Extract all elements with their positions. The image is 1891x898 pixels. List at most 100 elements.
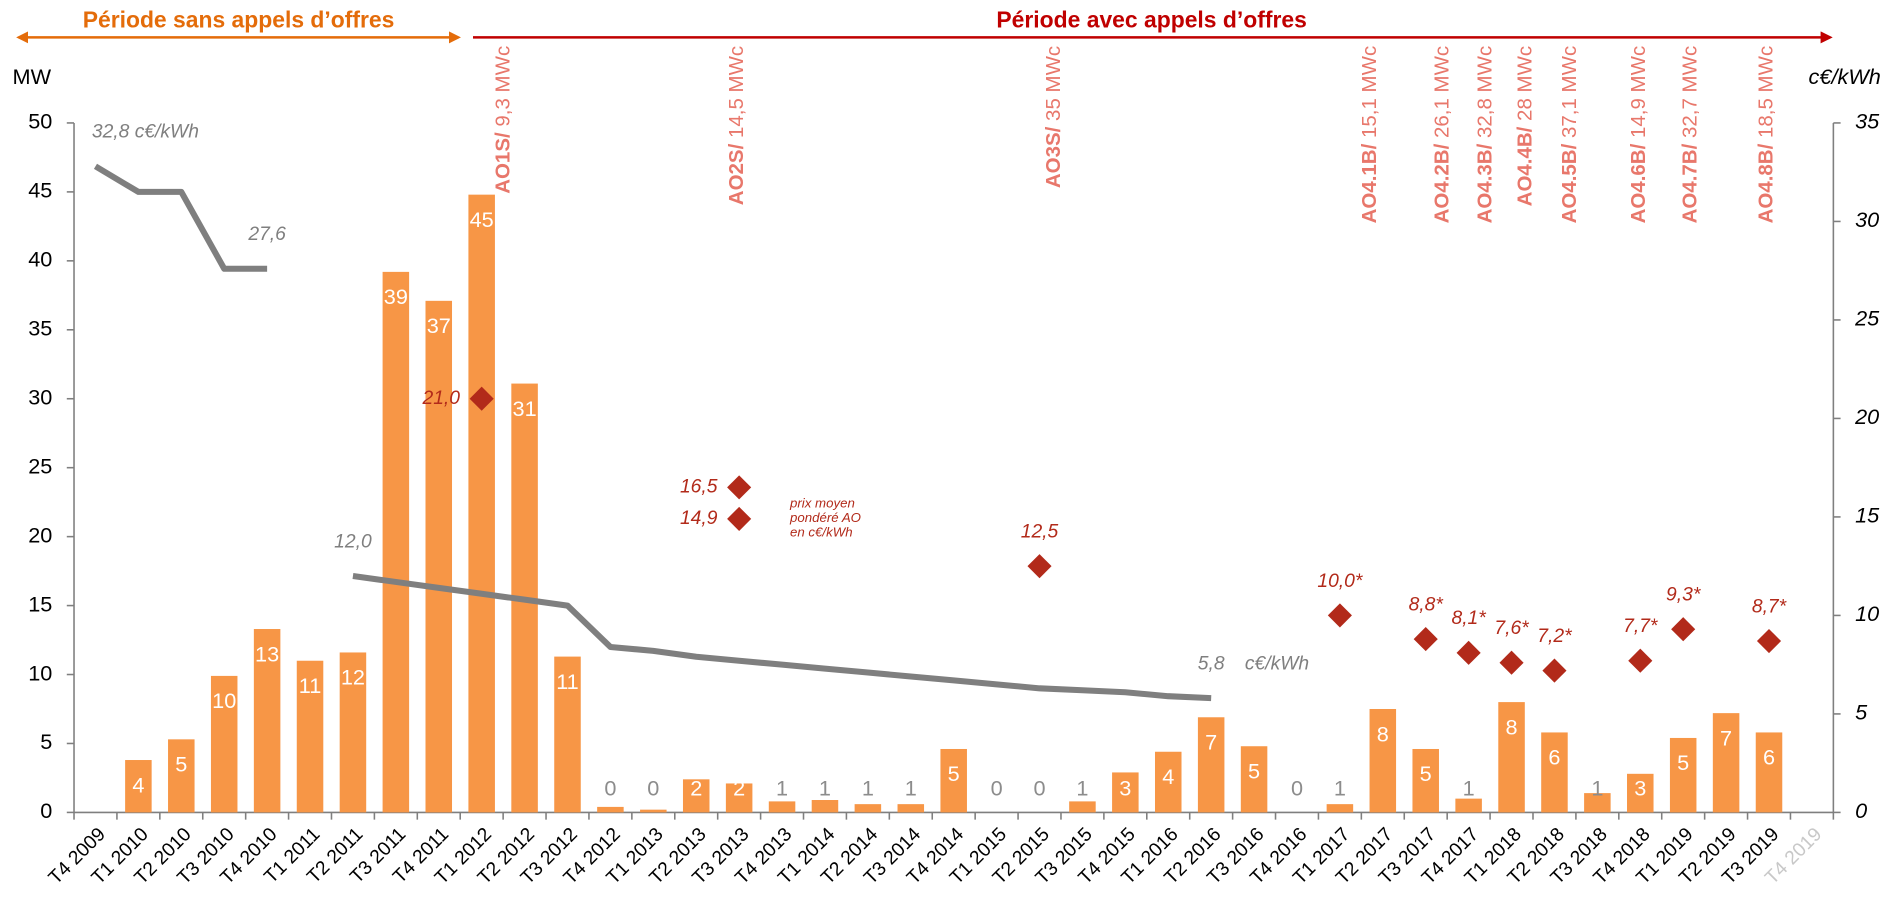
- tender-name: AO1S/: [492, 132, 515, 194]
- bar-value-label: 5: [1248, 758, 1260, 783]
- price-label: 7,7*: [1623, 616, 1659, 637]
- y-tick-label: 0: [40, 798, 52, 823]
- bar: [1669, 737, 1697, 813]
- tender-label: AO4.3B/ 32,8 MWc: [1474, 46, 1497, 224]
- y-tick-label: 25: [28, 453, 52, 478]
- bar-value-label: 0: [604, 775, 616, 800]
- price-diamond: [1027, 554, 1052, 579]
- tender-label: AO4.7B/ 32,7 MWc: [1679, 46, 1702, 224]
- tariff-label: 32,8 c€/kWh: [92, 122, 199, 143]
- bar: [1584, 793, 1611, 813]
- bar-value-label: 31: [513, 396, 537, 421]
- bar-value-label: 0: [1291, 775, 1303, 800]
- bar-value-label: 8: [1377, 721, 1389, 746]
- bar: [468, 194, 495, 813]
- tariff-label: 5,8: [1198, 654, 1225, 675]
- bar: [682, 779, 710, 813]
- price-diamond: [1413, 627, 1438, 652]
- bar-value-label: 7: [1720, 725, 1732, 750]
- price-diamond: [1327, 603, 1352, 628]
- bar: [168, 739, 195, 813]
- bar: [253, 629, 281, 813]
- y-tick-label: 10: [28, 660, 52, 685]
- price-diamond: [1542, 658, 1567, 683]
- tender-name: AO4.3B/: [1474, 143, 1497, 223]
- bar-value-label: 6: [1548, 745, 1560, 770]
- y-tick-label: 35: [28, 316, 52, 341]
- bar: [1755, 732, 1783, 813]
- bar: [1627, 773, 1654, 813]
- tender-capacity: 35 MWc: [1043, 46, 1066, 121]
- y2-tick-label: 30: [1855, 207, 1879, 232]
- y2-tick-label: 15: [1855, 503, 1880, 528]
- bar: [382, 271, 410, 813]
- tender-label: AO4.1B/ 15,1 MWc: [1358, 46, 1381, 224]
- bar: [640, 809, 667, 813]
- bar-value-label: 3: [1119, 775, 1131, 800]
- tender-name: AO3S/: [1043, 126, 1066, 188]
- price-label: 9,3*: [1666, 585, 1702, 606]
- tender-label: AO4.5B/ 37,1 MWc: [1558, 46, 1581, 224]
- y-axis-label: MW: [13, 64, 52, 89]
- y2-tick-label: 35: [1855, 109, 1880, 134]
- y2-tick-label: 5: [1855, 700, 1868, 725]
- price-note: en c€/kWh: [790, 524, 853, 539]
- y-tick-label: 40: [28, 247, 52, 272]
- tender-label: AO4.6B/ 14,9 MWc: [1627, 46, 1650, 224]
- bar: [768, 801, 796, 813]
- tariff-label: 12,0: [334, 531, 372, 552]
- tender-capacity: 32,8 MWc: [1474, 46, 1497, 138]
- price-note: prix moyen: [789, 495, 855, 510]
- bar-value-label: 1: [819, 775, 831, 800]
- bar-value-label: 12: [341, 665, 365, 690]
- bar: [296, 660, 324, 813]
- tender-name: AO4.2B/: [1431, 143, 1454, 223]
- y-tick-label: 20: [28, 522, 52, 547]
- price-label: 14,9: [680, 508, 718, 529]
- bar: [554, 656, 581, 813]
- tender-capacity: 32,7 MWc: [1679, 46, 1702, 138]
- tender-capacity: 18,5 MWc: [1755, 46, 1778, 138]
- bar-value-label: 13: [255, 641, 279, 666]
- bar-value-label: 45: [470, 207, 494, 232]
- bar: [339, 652, 367, 813]
- price-label: 8,1*: [1451, 608, 1487, 629]
- tariff-line: [93, 163, 1212, 702]
- bar-value-label: 1: [1334, 775, 1346, 800]
- tender-label: AO1S/ 9,3 MWc: [492, 46, 515, 194]
- bar-value-label: 1: [1076, 775, 1088, 800]
- bar-value-label: 11: [299, 673, 322, 698]
- price-note: pondéré AO: [789, 510, 861, 525]
- tender-capacity: 26,1 MWc: [1431, 46, 1454, 138]
- bar-value-label: 1: [1591, 775, 1603, 800]
- tariff-unit: c€/kWh: [1245, 654, 1309, 675]
- bar-value-label: 37: [427, 313, 451, 338]
- tender-name: AO2S/: [726, 143, 749, 205]
- bar: [854, 804, 882, 813]
- bar-value-label: 5: [1677, 750, 1689, 775]
- bar: [1112, 772, 1139, 813]
- price-diamond: [727, 506, 752, 531]
- y2-tick-label: 10: [1855, 601, 1879, 626]
- price-label: 8,7*: [1752, 596, 1788, 617]
- price-diamond: [1756, 628, 1782, 654]
- bar-value-label: 0: [647, 775, 659, 800]
- y-tick-label: 30: [28, 384, 52, 409]
- bar: [940, 748, 967, 813]
- bar: [725, 783, 753, 813]
- bar: [1455, 798, 1482, 813]
- y2-axis-label: c€/kWh: [1809, 64, 1881, 89]
- bar-value-label: 1: [862, 775, 874, 800]
- tender-label: AO3S/ 35 MWc: [1043, 46, 1066, 188]
- y-tick-label: 15: [28, 591, 52, 616]
- price-label: 16,5: [680, 476, 718, 497]
- price-diamond: [469, 386, 494, 411]
- price-diamond: [1499, 650, 1524, 675]
- tender-name: AO4.4B/: [1514, 126, 1537, 206]
- tender-name: AO4.5B/: [1558, 143, 1581, 223]
- bar-value-label: 11: [556, 669, 579, 694]
- bar-value-label: 2: [733, 775, 745, 800]
- price-diamond: [1456, 640, 1481, 665]
- y-tick-label: 50: [28, 109, 52, 134]
- price-diamond: [727, 475, 752, 500]
